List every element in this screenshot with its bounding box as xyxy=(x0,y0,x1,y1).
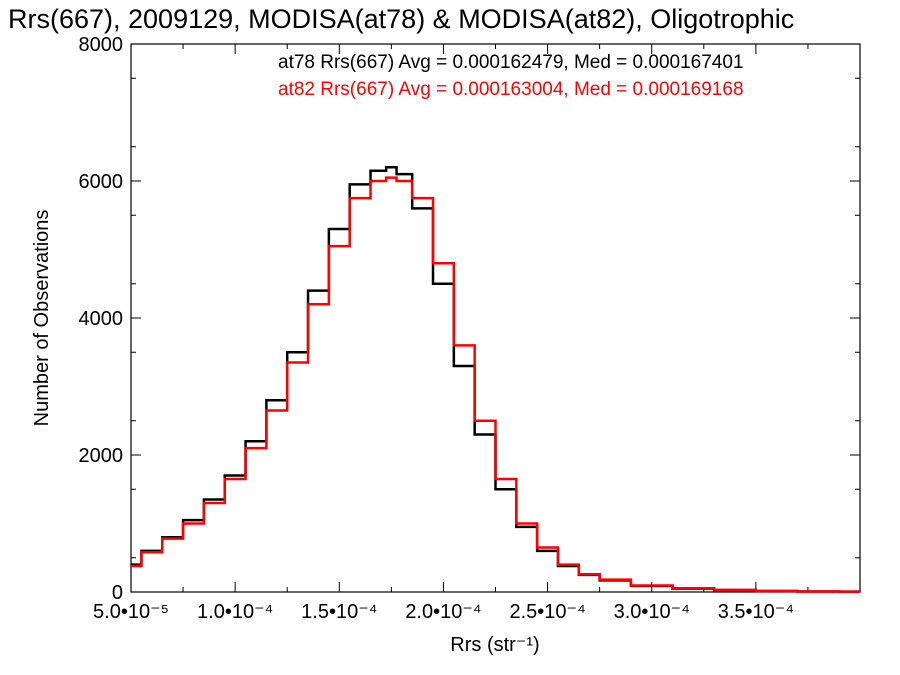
x-axis: 5.0•10⁻⁵ 1.0•10⁻⁴ 1.5•10⁻⁴ 2.0•10⁻⁴ 2.5•10⁻⁴… xyxy=(93,44,809,623)
plot-frame xyxy=(130,43,861,593)
y-tick-label: 6000 xyxy=(79,171,124,193)
x-tick-label: 3.0•10⁻⁴ xyxy=(614,601,690,623)
y-tick-label: 2000 xyxy=(79,445,124,467)
series-at78-line xyxy=(131,166,860,593)
y-axis: 0 2000 4000 6000 8000 xyxy=(79,34,860,604)
y-tick-label: 8000 xyxy=(79,34,124,56)
x-tick-label: 5.0•10⁻⁵ xyxy=(93,601,169,623)
series-at82-line xyxy=(131,176,860,593)
x-axis-label: Rrs (str⁻¹) xyxy=(450,634,539,656)
annotation-at82: at82 Rrs(667) Avg = 0.000163004, Med = 0… xyxy=(278,79,744,100)
x-tick-label: 1.5•10⁻⁴ xyxy=(301,601,377,623)
x-tick-label: 3.5•10⁻⁴ xyxy=(718,601,794,623)
y-tick-label: 4000 xyxy=(79,308,124,330)
chart-title: Rrs(667), 2009129, MODISA(at78) & MODISA… xyxy=(8,4,794,34)
x-tick-label: 2.5•10⁻⁴ xyxy=(509,601,585,623)
series-layer xyxy=(131,166,860,593)
x-tick-label: 1.0•10⁻⁴ xyxy=(197,601,273,623)
x-tick-label: 2.0•10⁻⁴ xyxy=(405,601,481,623)
y-axis-label: Number of Observations xyxy=(31,210,53,427)
y-tick-label: 0 xyxy=(112,582,123,604)
annotation-at78: at78 Rrs(667) Avg = 0.000162479, Med = 0… xyxy=(278,52,744,73)
